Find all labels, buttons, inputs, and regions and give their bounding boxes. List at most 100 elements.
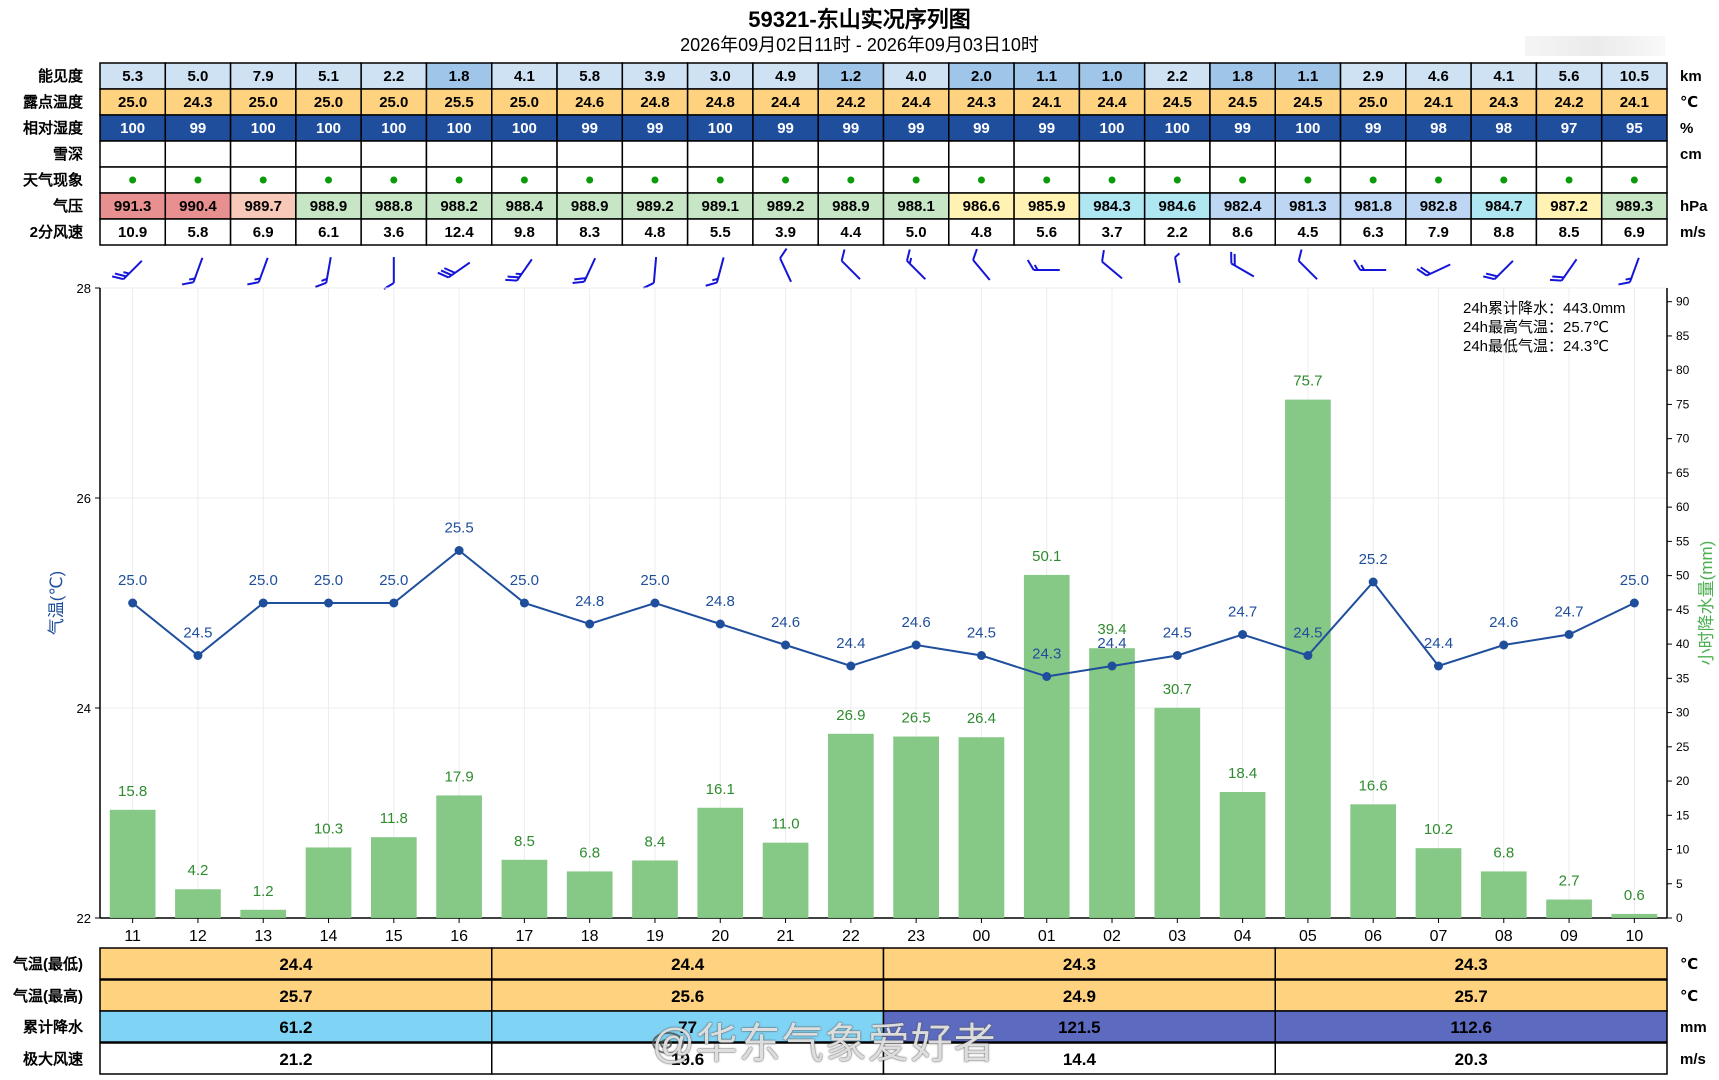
wind-barb bbox=[1483, 260, 1514, 281]
cell-value: 24.2 bbox=[836, 94, 865, 111]
cell-value: 100 bbox=[316, 120, 341, 137]
barb-staff bbox=[779, 257, 792, 283]
corner-watermark bbox=[1525, 36, 1665, 56]
table-cell bbox=[1339, 62, 1407, 90]
cell-value: 5.8 bbox=[188, 224, 209, 241]
row-label: 2分风速 bbox=[30, 223, 83, 241]
weather-dot bbox=[1173, 176, 1181, 184]
barb-staff bbox=[1493, 260, 1514, 280]
wind-barbs bbox=[111, 247, 1640, 290]
temperature-label: 25.0 bbox=[510, 572, 539, 589]
right-tick-label: 25 bbox=[1676, 740, 1690, 754]
summary-cell bbox=[99, 1010, 493, 1043]
wind-barb bbox=[505, 258, 533, 282]
table-cell bbox=[817, 218, 885, 246]
barb-half bbox=[1360, 264, 1366, 271]
wind-barb bbox=[1618, 257, 1640, 286]
temperature-point bbox=[1107, 661, 1117, 671]
table-cell bbox=[882, 218, 950, 246]
x-tick-label: 18 bbox=[581, 928, 599, 945]
temperature-point bbox=[193, 651, 203, 660]
table-cell bbox=[556, 140, 624, 168]
table-cell bbox=[360, 140, 428, 168]
cell-value: 25.0 bbox=[510, 94, 539, 111]
left-tick-label: 24 bbox=[77, 701, 91, 716]
table-cell bbox=[229, 140, 297, 168]
barb-flag bbox=[181, 281, 194, 286]
weather-dot bbox=[1043, 176, 1051, 184]
cell-value: 24.2 bbox=[1554, 94, 1583, 111]
cell-value: 5.8 bbox=[579, 68, 600, 85]
table-cell bbox=[752, 88, 819, 116]
cell-value: 4.5 bbox=[1297, 224, 1318, 241]
weather-dot bbox=[455, 176, 463, 184]
row-label: 极大风速 bbox=[23, 1050, 83, 1068]
temperature-label: 24.4 bbox=[1424, 635, 1453, 652]
precip-label: 10.2 bbox=[1424, 821, 1453, 838]
right-tick-label: 50 bbox=[1676, 569, 1690, 583]
cell-value: 989.2 bbox=[636, 198, 674, 215]
temperature-label: 24.4 bbox=[836, 635, 865, 652]
cell-value: 2.9 bbox=[1363, 68, 1384, 85]
table-cell bbox=[1078, 140, 1146, 168]
cell-value: 99 bbox=[647, 120, 664, 137]
cell-value: 986.6 bbox=[963, 198, 1001, 215]
precip-label: 4.2 bbox=[188, 862, 209, 879]
right-tick-label: 5 bbox=[1676, 877, 1683, 891]
cell-value: 99 bbox=[777, 120, 794, 137]
barb-flag bbox=[1230, 251, 1233, 264]
table-cell bbox=[1600, 140, 1668, 168]
temperature-point bbox=[519, 598, 529, 608]
x-tick-label: 15 bbox=[385, 928, 403, 945]
precip-label: 6.8 bbox=[1493, 844, 1514, 861]
cell-value: 3.6 bbox=[383, 224, 404, 241]
barb-flag bbox=[572, 280, 585, 284]
row-label: 能见度 bbox=[38, 67, 84, 85]
cell-value: 24.5 bbox=[1228, 94, 1257, 111]
weather-dot bbox=[1369, 176, 1377, 184]
cell-value: 2.0 bbox=[971, 68, 992, 85]
barb-flag bbox=[905, 249, 911, 262]
wind-barb bbox=[972, 248, 991, 281]
temperature-point bbox=[911, 640, 921, 650]
cell-value: 1.1 bbox=[1036, 68, 1057, 85]
barb-half bbox=[1033, 264, 1039, 271]
wind-barb bbox=[705, 257, 725, 287]
precip-label: 17.9 bbox=[445, 768, 474, 785]
x-tick-label: 22 bbox=[842, 928, 860, 945]
table-cell bbox=[425, 114, 493, 142]
table-cell bbox=[1078, 88, 1146, 116]
table-cell bbox=[1013, 140, 1081, 168]
row-label: 雪深 bbox=[53, 145, 83, 163]
barb-flag bbox=[1483, 275, 1495, 281]
chart-titles: 59321-东山实况序列图 2026年09月02日11时 - 2026年09月0… bbox=[0, 6, 1719, 56]
cell-value: 100 bbox=[120, 120, 145, 137]
table-cell bbox=[1535, 88, 1603, 116]
precip-bar bbox=[436, 795, 482, 918]
table-cell bbox=[491, 218, 558, 246]
cell-value: 8.6 bbox=[1232, 224, 1253, 241]
summary-value: 25.7 bbox=[279, 987, 312, 1006]
table-cell bbox=[425, 88, 493, 116]
precip-label: 8.5 bbox=[514, 833, 535, 850]
cell-value: 989.7 bbox=[244, 198, 282, 215]
barb-staff bbox=[906, 260, 927, 280]
x-tick-label: 02 bbox=[1103, 928, 1121, 945]
table-cell bbox=[1339, 192, 1407, 220]
barb-half bbox=[188, 277, 196, 281]
wind-barb bbox=[181, 257, 204, 286]
cell-value: 988.2 bbox=[440, 198, 478, 215]
cell-value: 981.8 bbox=[1354, 198, 1392, 215]
temperature-point bbox=[1433, 661, 1443, 671]
x-tick-label: 08 bbox=[1495, 928, 1513, 945]
table-cell bbox=[99, 140, 167, 168]
barb-flag bbox=[779, 247, 788, 259]
cell-value: 982.8 bbox=[1420, 198, 1458, 215]
plot-area: 2224262805101520253035404550556065707580… bbox=[47, 281, 1716, 945]
wind-barb bbox=[779, 247, 792, 283]
x-tick-label: 20 bbox=[711, 928, 729, 945]
weather-dot bbox=[716, 176, 724, 184]
cell-value: 95 bbox=[1626, 120, 1643, 137]
temperature-label: 24.3 bbox=[1032, 646, 1061, 663]
precip-bar bbox=[370, 837, 417, 918]
